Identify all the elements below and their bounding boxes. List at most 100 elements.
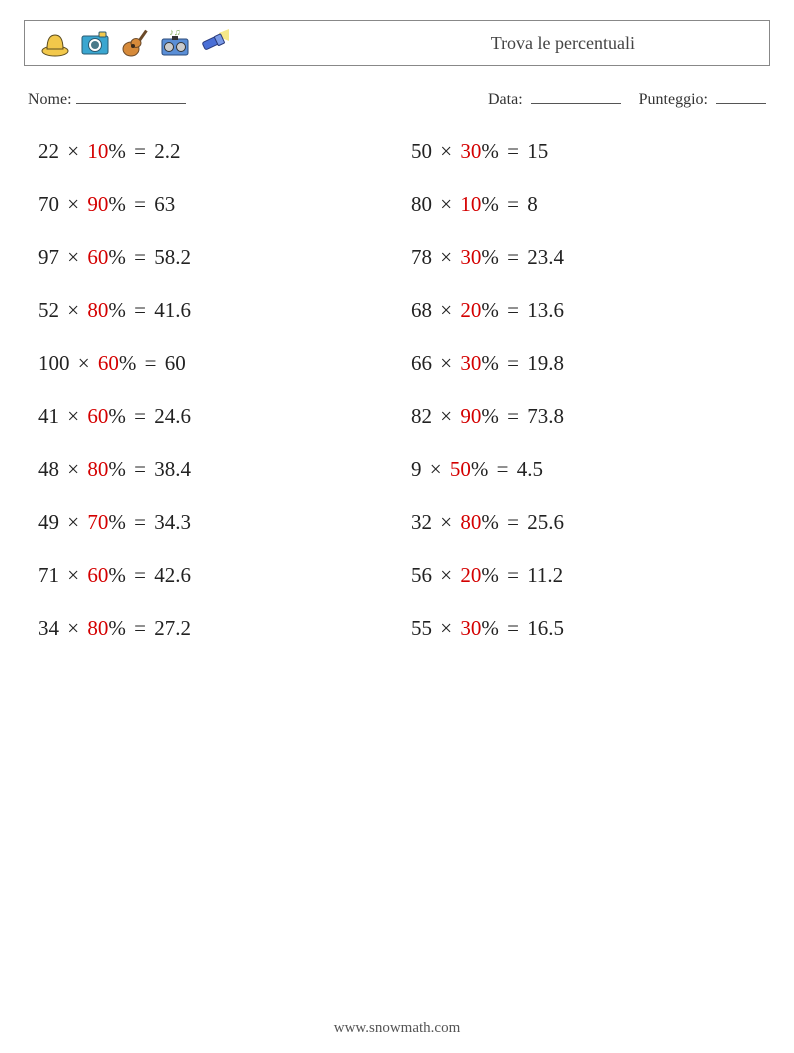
percent-value: 30 xyxy=(460,351,481,375)
operand-a: 78 xyxy=(411,245,432,269)
name-blank[interactable] xyxy=(76,88,186,104)
equals-symbol: = xyxy=(131,139,149,164)
multiply-symbol: × xyxy=(437,351,455,376)
percent-symbol: % xyxy=(108,563,126,587)
percent-symbol: % xyxy=(108,457,126,481)
operand-a: 71 xyxy=(38,563,59,587)
operand-a: 49 xyxy=(38,510,59,534)
problem-left-0: 22 × 10% = 2.2 xyxy=(38,139,391,164)
percent-value: 80 xyxy=(87,616,108,640)
problem-right-9: 55 × 30% = 16.5 xyxy=(411,616,764,641)
percent-value: 60 xyxy=(87,245,108,269)
problem-left-9: 34 × 80% = 27.2 xyxy=(38,616,391,641)
multiply-symbol: × xyxy=(437,245,455,270)
operand-a: 97 xyxy=(38,245,59,269)
operand-a: 48 xyxy=(38,457,59,481)
percent-value: 50 xyxy=(450,457,471,481)
problem-right-7: 32 × 80% = 25.6 xyxy=(411,510,764,535)
equals-symbol: = xyxy=(504,404,522,429)
equals-symbol: = xyxy=(131,404,149,429)
name-field-group: Nome: xyxy=(28,88,186,109)
result-value: 13.6 xyxy=(527,298,564,322)
percent-symbol: % xyxy=(481,139,499,163)
equals-symbol: = xyxy=(131,298,149,323)
problem-left-1: 70 × 90% = 63 xyxy=(38,192,391,217)
problem-left-7: 49 × 70% = 34.3 xyxy=(38,510,391,535)
problem-left-8: 71 × 60% = 42.6 xyxy=(38,563,391,588)
problem-left-6: 48 × 80% = 38.4 xyxy=(38,457,391,482)
score-label: Punteggio: xyxy=(639,91,708,108)
problem-left-4: 100 × 60% = 60 xyxy=(38,351,391,376)
equals-symbol: = xyxy=(504,616,522,641)
result-value: 19.8 xyxy=(527,351,564,375)
date-label: Data: xyxy=(488,91,523,108)
result-value: 11.2 xyxy=(527,563,563,587)
header-box: ♪♫ Trova le percentuali xyxy=(24,20,770,66)
percent-value: 60 xyxy=(98,351,119,375)
percent-symbol: % xyxy=(108,139,126,163)
percent-symbol: % xyxy=(481,404,499,428)
multiply-symbol: × xyxy=(437,298,455,323)
percent-value: 90 xyxy=(460,404,481,428)
percent-value: 60 xyxy=(87,404,108,428)
percent-value: 10 xyxy=(460,192,481,216)
meta-row: Nome: Data: Punteggio: xyxy=(24,88,770,109)
multiply-symbol: × xyxy=(437,192,455,217)
result-value: 63 xyxy=(154,192,175,216)
percent-value: 70 xyxy=(87,510,108,534)
operand-a: 9 xyxy=(411,457,422,481)
percent-symbol: % xyxy=(108,245,126,269)
percent-symbol: % xyxy=(481,351,499,375)
operand-a: 100 xyxy=(38,351,70,375)
guitar-icon xyxy=(119,27,151,59)
result-value: 16.5 xyxy=(527,616,564,640)
result-value: 2.2 xyxy=(154,139,180,163)
percent-symbol: % xyxy=(471,457,489,481)
result-value: 73.8 xyxy=(527,404,564,428)
multiply-symbol: × xyxy=(64,616,82,641)
result-value: 27.2 xyxy=(154,616,191,640)
problem-left-3: 52 × 80% = 41.6 xyxy=(38,298,391,323)
operand-a: 41 xyxy=(38,404,59,428)
problem-right-2: 78 × 30% = 23.4 xyxy=(411,245,764,270)
equals-symbol: = xyxy=(131,563,149,588)
equals-symbol: = xyxy=(504,563,522,588)
equals-symbol: = xyxy=(504,192,522,217)
operand-a: 66 xyxy=(411,351,432,375)
footer-url: www.snowmath.com xyxy=(0,1020,794,1037)
percent-value: 20 xyxy=(460,563,481,587)
percent-value: 80 xyxy=(87,457,108,481)
percent-symbol: % xyxy=(108,510,126,534)
problem-right-3: 68 × 20% = 13.6 xyxy=(411,298,764,323)
problem-right-4: 66 × 30% = 19.8 xyxy=(411,351,764,376)
operand-a: 32 xyxy=(411,510,432,534)
operand-a: 55 xyxy=(411,616,432,640)
operand-a: 52 xyxy=(38,298,59,322)
problem-right-6: 9 × 50% = 4.5 xyxy=(411,457,764,482)
percent-value: 10 xyxy=(87,139,108,163)
multiply-symbol: × xyxy=(437,616,455,641)
result-value: 8 xyxy=(527,192,538,216)
percent-value: 30 xyxy=(460,616,481,640)
percent-symbol: % xyxy=(481,616,499,640)
result-value: 58.2 xyxy=(154,245,191,269)
problem-left-2: 97 × 60% = 58.2 xyxy=(38,245,391,270)
multiply-symbol: × xyxy=(437,563,455,588)
percent-value: 30 xyxy=(460,139,481,163)
percent-symbol: % xyxy=(108,404,126,428)
equals-symbol: = xyxy=(494,457,512,482)
equals-symbol: = xyxy=(504,351,522,376)
score-blank[interactable] xyxy=(716,88,766,104)
worksheet-title: Trova le percentuali xyxy=(491,33,755,54)
multiply-symbol: × xyxy=(437,404,455,429)
result-value: 25.6 xyxy=(527,510,564,534)
svg-text:♪♫: ♪♫ xyxy=(169,27,180,37)
percent-value: 90 xyxy=(87,192,108,216)
equals-symbol: = xyxy=(131,510,149,535)
equals-symbol: = xyxy=(131,192,149,217)
multiply-symbol: × xyxy=(64,510,82,535)
multiply-symbol: × xyxy=(437,510,455,535)
date-blank[interactable] xyxy=(531,88,621,104)
name-label: Nome: xyxy=(28,91,72,109)
hat-icon xyxy=(39,27,71,59)
